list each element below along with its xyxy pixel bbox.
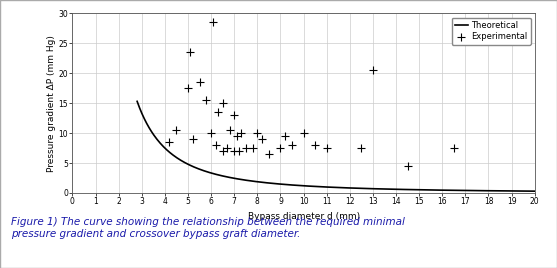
Theoretical <box>349 187 355 190</box>
Experimental <box>232 134 241 138</box>
Experimental <box>165 140 174 144</box>
Experimental <box>211 143 220 147</box>
Experimental <box>257 137 266 141</box>
Experimental <box>323 146 331 150</box>
Theoretical <box>370 187 377 190</box>
Theoretical <box>134 100 140 103</box>
Experimental <box>218 149 227 153</box>
Theoretical <box>531 189 538 193</box>
Experimental <box>253 131 262 135</box>
Experimental <box>202 98 211 102</box>
Experimental <box>276 146 285 150</box>
Experimental <box>369 68 378 72</box>
Experimental <box>218 101 227 105</box>
Experimental <box>403 164 412 168</box>
Y-axis label: Pressure gradient ΔP (mm Hg): Pressure gradient ΔP (mm Hg) <box>47 35 56 172</box>
Theoretical <box>522 189 529 193</box>
Experimental <box>234 149 243 153</box>
Experimental <box>207 131 216 135</box>
Theoretical <box>460 189 466 192</box>
Experimental <box>230 113 239 117</box>
Experimental <box>248 146 257 150</box>
Experimental <box>188 137 197 141</box>
Text: Figure 1) The curve showing the relationship between the required minimal
pressu: Figure 1) The curve showing the relation… <box>11 217 405 239</box>
Experimental <box>449 146 458 150</box>
Experimental <box>311 143 320 147</box>
Experimental <box>287 143 296 147</box>
Experimental <box>237 131 246 135</box>
Experimental <box>184 86 193 90</box>
Experimental <box>265 152 273 156</box>
Experimental <box>186 50 195 54</box>
Experimental <box>241 146 250 150</box>
Legend: Theoretical, Experimental: Theoretical, Experimental <box>452 18 531 45</box>
Experimental <box>209 20 218 25</box>
Experimental <box>172 128 181 132</box>
Experimental <box>230 149 239 153</box>
Line: Theoretical: Theoretical <box>137 101 535 191</box>
Experimental <box>299 131 308 135</box>
Theoretical <box>325 185 332 189</box>
Experimental <box>281 134 290 138</box>
X-axis label: Bypass diameter d (mm): Bypass diameter d (mm) <box>247 212 360 221</box>
Theoretical <box>323 185 329 189</box>
Experimental <box>225 128 234 132</box>
Experimental <box>195 80 204 84</box>
Experimental <box>213 110 222 114</box>
Experimental <box>223 146 232 150</box>
Experimental <box>357 146 366 150</box>
